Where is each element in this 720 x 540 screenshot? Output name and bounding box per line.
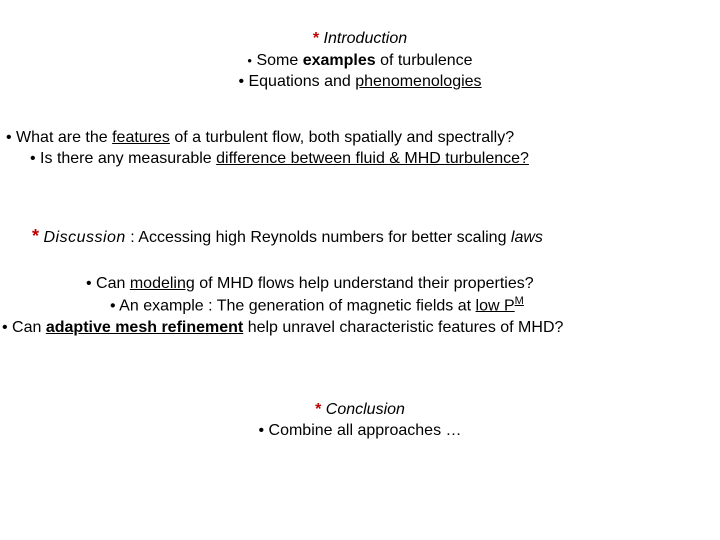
intro-line-1: * Introduction [0, 28, 720, 50]
bullet-icon: • [247, 53, 252, 68]
text: What are the [16, 129, 112, 146]
discussion-title: Discussion [43, 229, 125, 246]
conclusion-line-2: • Combine all approaches … [0, 420, 720, 442]
bullet-icon: • [110, 297, 119, 314]
text: Can [12, 319, 46, 336]
discussion-block: * Discussion : Accessing high Reynolds n… [0, 224, 720, 249]
conclusion-block: * Conclusion • Combine all approaches … [0, 399, 720, 442]
discussion-line: * Discussion : Accessing high Reynolds n… [32, 224, 720, 249]
text-underline: features [112, 129, 170, 146]
intro-block: * Introduction • Some examples of turbul… [0, 28, 720, 93]
bullet-icon: • [6, 129, 16, 146]
bullet-icon: • [86, 275, 96, 292]
intro-title: Introduction [324, 30, 408, 47]
intro-line-3: • Equations and phenomenologies [0, 71, 720, 93]
modeling-block: • Can modeling of MHD flows help underst… [0, 273, 720, 339]
text-superscript: M [515, 295, 524, 307]
bullet-icon: • [258, 422, 268, 439]
slide-body: * Introduction • Some examples of turbul… [0, 0, 720, 540]
conclusion-line-1: * Conclusion [0, 399, 720, 421]
bullet-icon: • [30, 150, 40, 167]
text: Can [96, 275, 130, 292]
text: : Accessing high Reynolds numbers for be… [126, 229, 511, 246]
text-underline: difference between fluid & MHD turbulenc… [216, 150, 529, 167]
text: of turbulence [376, 52, 473, 69]
text-underline: phenomenologies [355, 73, 481, 90]
intro-line-2: • Some examples of turbulence [0, 50, 720, 72]
text-underline: modeling [130, 275, 195, 292]
text: help unravel characteristic features of … [243, 319, 563, 336]
features-line-1: • What are the features of a turbulent f… [6, 127, 720, 149]
text: of MHD flows help understand their prope… [195, 275, 534, 292]
conclusion-title: Conclusion [326, 401, 405, 418]
features-line-2: • Is there any measurable difference bet… [6, 148, 720, 170]
bullet-icon: • [238, 73, 248, 90]
text: An example : The generation of magnetic … [119, 297, 475, 314]
text: of a turbulent flow, both spatially and … [170, 129, 514, 146]
bullet-icon: • [2, 319, 12, 336]
modeling-line-2: • An example : The generation of magneti… [2, 294, 720, 317]
features-block: • What are the features of a turbulent f… [0, 127, 720, 170]
text: Equations and [248, 73, 355, 90]
text-italic: laws [511, 229, 543, 246]
star-icon: * [32, 226, 39, 246]
text-underline-bold: adaptive mesh refinement [46, 319, 243, 336]
star-icon: * [315, 401, 321, 418]
modeling-line-1: • Can modeling of MHD flows help underst… [2, 273, 720, 295]
text: Combine all approaches … [269, 422, 462, 439]
text-bold: examples [303, 52, 376, 69]
star-icon: * [313, 30, 319, 47]
text: Is there any measurable [40, 150, 216, 167]
modeling-line-3: • Can adaptive mesh refinement help unra… [2, 317, 720, 339]
text: Some [256, 52, 302, 69]
text-underline: low P [476, 297, 515, 314]
